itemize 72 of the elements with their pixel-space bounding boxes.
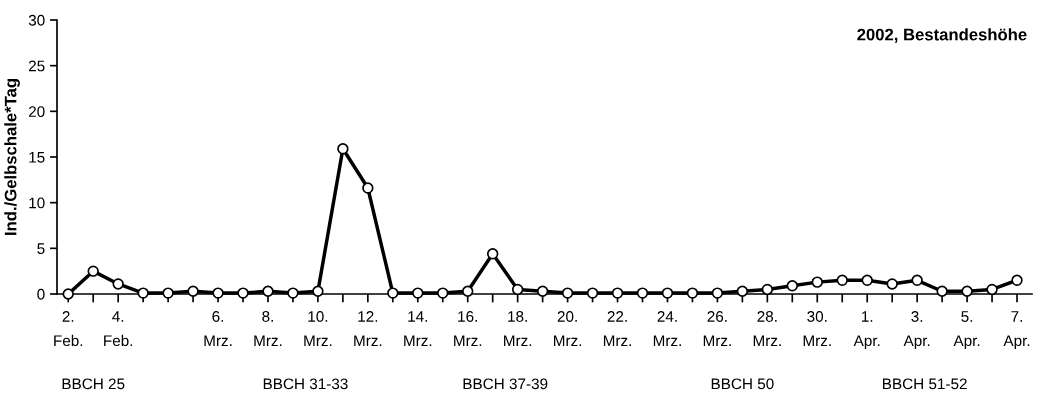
point bbox=[936, 285, 948, 297]
text: BBCH 37-39 bbox=[463, 378, 548, 390]
x-tick-label: 2. Feb. bbox=[54, 311, 83, 347]
point bbox=[187, 285, 199, 297]
y-tick-label: 15 bbox=[29, 152, 45, 163]
point bbox=[811, 276, 823, 288]
x-tick-label: 18. Mrz. bbox=[504, 311, 532, 346]
point bbox=[1011, 274, 1023, 286]
point bbox=[462, 285, 474, 297]
x-tick-label: 7. Apr. bbox=[1003, 311, 1030, 350]
y-tick-label: 5 bbox=[37, 243, 45, 255]
x-tick-label: 24. Mrz. bbox=[653, 311, 681, 346]
x-tick-label: 4. Feb. bbox=[104, 311, 133, 347]
x-tick-label: 28. Mrz. bbox=[753, 311, 781, 346]
point bbox=[611, 287, 624, 299]
point bbox=[87, 265, 99, 277]
x-tick-label: 10. Mrz. bbox=[304, 311, 332, 346]
y-tick-label: 10 bbox=[29, 197, 45, 209]
x-tick-label: 5. Apr. bbox=[953, 311, 980, 350]
text: BBCH 51-52 bbox=[883, 378, 967, 390]
point bbox=[212, 287, 224, 299]
point bbox=[886, 278, 898, 290]
point bbox=[62, 288, 74, 300]
point bbox=[736, 285, 749, 297]
point bbox=[586, 287, 599, 299]
x-tick-label: 1. Apr. bbox=[853, 311, 880, 350]
point bbox=[162, 287, 174, 299]
y-tick-label: 30 bbox=[28, 14, 45, 26]
point bbox=[312, 285, 324, 297]
point bbox=[986, 283, 998, 296]
point bbox=[112, 278, 124, 290]
point bbox=[362, 182, 374, 194]
point bbox=[961, 285, 973, 297]
point bbox=[761, 283, 774, 296]
point bbox=[636, 287, 649, 299]
point bbox=[511, 283, 524, 296]
point bbox=[686, 287, 699, 299]
point bbox=[911, 274, 923, 286]
y-axis-title: Ind./Gelbschale*Tag bbox=[4, 79, 20, 235]
x-tick-label: 8. Mrz. bbox=[254, 311, 282, 346]
point bbox=[661, 287, 674, 299]
x-tick-label: 16. Mrz. bbox=[454, 311, 482, 346]
x-tick-label: 20. Mrz. bbox=[554, 311, 582, 346]
text: BBCH 25 bbox=[62, 378, 125, 390]
point bbox=[561, 287, 574, 299]
y-tick-label: 25 bbox=[28, 60, 45, 72]
point bbox=[711, 287, 724, 299]
point bbox=[536, 285, 549, 297]
text: BBCH 31-33 bbox=[263, 378, 348, 390]
x-tick-label: 30. Mrz. bbox=[803, 311, 831, 346]
point bbox=[387, 287, 399, 299]
point bbox=[836, 274, 848, 286]
point bbox=[337, 143, 349, 155]
point bbox=[786, 280, 799, 292]
point bbox=[486, 248, 499, 260]
point bbox=[861, 274, 873, 286]
point bbox=[412, 287, 424, 299]
point bbox=[287, 287, 299, 299]
point bbox=[262, 285, 274, 297]
x-tick-label: 6. Mrz. bbox=[204, 311, 232, 346]
x-tick-label: 22. Mrz. bbox=[603, 311, 631, 346]
x-tick-label: 3. Apr. bbox=[903, 311, 930, 350]
y-tick-label: 0 bbox=[37, 288, 45, 300]
y-tick-label: 20 bbox=[28, 106, 45, 118]
point bbox=[137, 287, 149, 299]
x-tick-label: 26. Mrz. bbox=[703, 311, 731, 346]
point bbox=[237, 287, 249, 299]
x-tick-label: 14. Mrz. bbox=[404, 311, 432, 346]
chart-title: 2002, Bestandeshöhe bbox=[857, 28, 1027, 43]
point bbox=[437, 287, 449, 299]
text: BBCH 50 bbox=[711, 378, 774, 390]
x-tick-label: 12. Mrz. bbox=[354, 311, 382, 346]
